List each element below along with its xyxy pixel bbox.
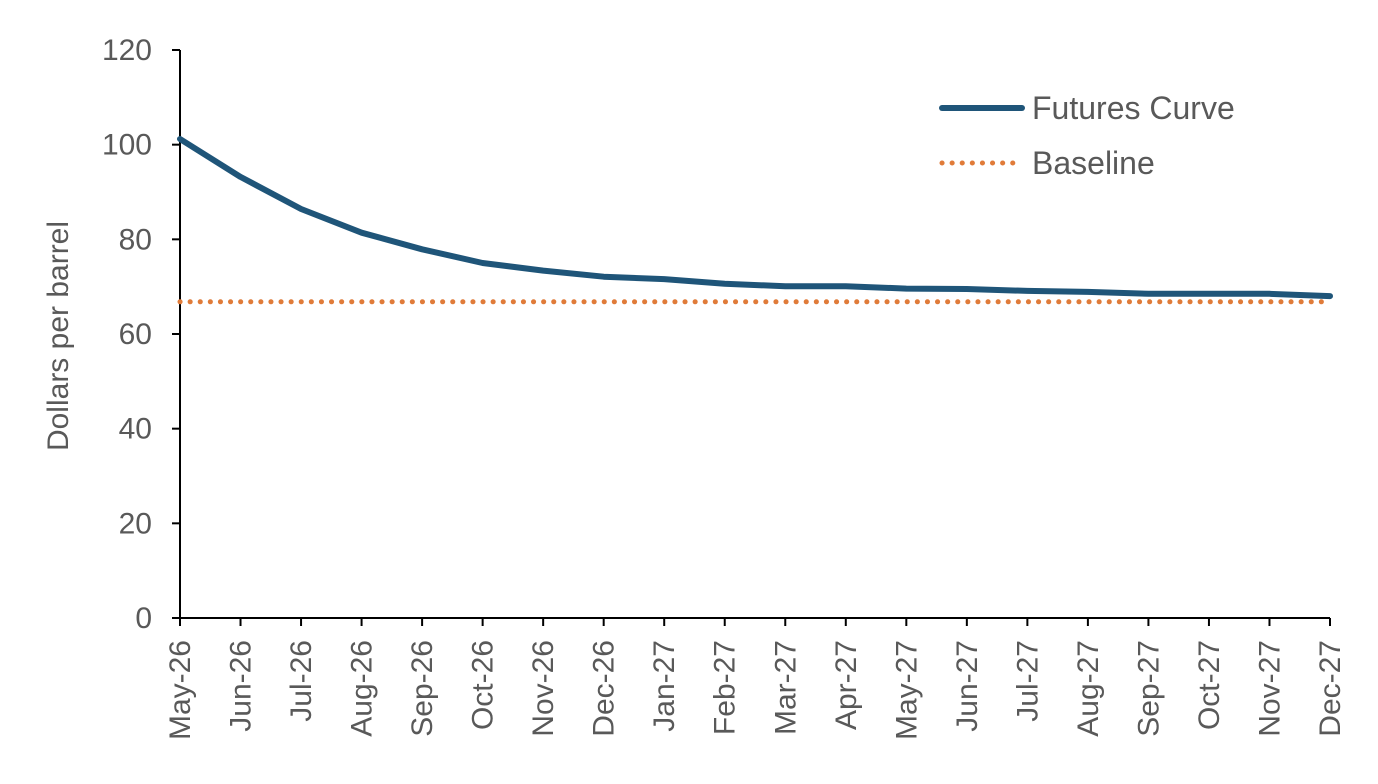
y-tick-label: 40 [119,413,152,446]
x-tick-label: Aug-27 [1072,640,1105,737]
series-layer [177,136,1333,305]
legend-label-baseline: Baseline [1032,145,1155,181]
x-tick-label: Aug-26 [346,640,379,737]
y-tick-label: 100 [102,129,152,162]
legend: Futures Curve Baseline [939,90,1235,181]
x-tick-label: Oct-27 [1193,640,1226,730]
y-axis-ticks: 0 20 40 60 80 100 120 [102,34,180,635]
x-tick-label: Sep-27 [1132,640,1165,737]
x-tick-label: Jan-27 [648,640,681,732]
x-tick-label: Jun-26 [225,640,258,732]
y-tick-label: 20 [119,507,152,540]
y-tick-label: 0 [135,602,152,635]
x-tick-label: Feb-27 [709,640,742,735]
x-tick-label: Apr-27 [830,640,863,730]
legend-label-futures-curve: Futures Curve [1032,90,1235,126]
x-tick-label: May-26 [164,640,197,740]
x-tick-label: Mar-27 [769,640,802,735]
x-axis-ticks: May-26 Jun-26 Jul-26 Aug-26 Sep-26 Oct-26 Nov-… [164,618,1347,740]
x-tick-label: Oct-26 [467,640,500,730]
x-tick-label: Sep-26 [406,640,439,737]
x-tick-label: Jun-27 [951,640,984,732]
x-tick-label: May-27 [890,640,923,740]
series-line-futures-curve [177,136,1333,300]
x-tick-label: Dec-27 [1314,640,1347,737]
y-tick-label: 60 [119,318,152,351]
y-axis-title: Dollars per barrel [42,221,75,451]
x-tick-label: Jul-27 [1011,640,1044,722]
x-tick-label: Dec-26 [588,640,621,737]
x-tick-label: Jul-26 [285,640,318,722]
y-tick-label: 80 [119,223,152,256]
x-tick-label: Nov-26 [527,640,560,737]
x-tick-label: Nov-27 [1253,640,1286,737]
y-tick-label: 120 [102,34,152,67]
